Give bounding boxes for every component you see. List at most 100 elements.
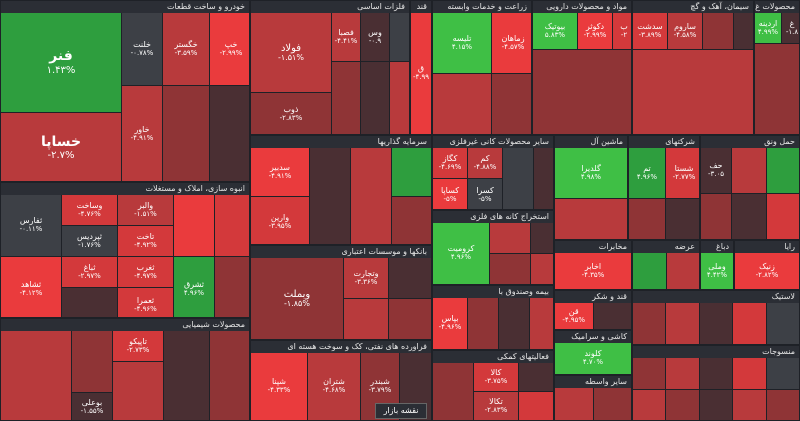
tile-inv-minor[interactable] [392, 148, 431, 196]
tile-bpas[interactable]: بپاس -۴.۹۶% [433, 298, 467, 349]
tile-tex-minor[interactable] [633, 389, 666, 420]
tile-khsapa[interactable]: خساپا -۲.۷% [1, 113, 121, 181]
tile-tex-minor[interactable] [733, 358, 766, 389]
tile-re-minor[interactable] [174, 195, 214, 256]
tile-khlnt[interactable]: خلنت -۰.۷۸% [122, 13, 162, 85]
tile-samra[interactable]: ثعمرا -۴.۹۶% [118, 288, 173, 317]
tile-sfars[interactable]: ثفارس -۰.۱۱% [1, 195, 61, 256]
map-button[interactable]: نقشه بازار [375, 403, 427, 419]
tile-kromit[interactable]: کرومیت ۴.۹۶% [433, 223, 489, 284]
tile-foolad[interactable]: فولاد -۱.۵۱% [251, 13, 331, 92]
tile-biotic[interactable]: بیوتیک ۵.۸۳% [533, 13, 577, 49]
tile-khp[interactable]: خپ -۲.۹۹% [210, 13, 249, 85]
tile-inv-minor[interactable] [310, 148, 350, 244]
tile-pharma-minor[interactable] [533, 50, 631, 134]
tile-mach-minor[interactable] [555, 199, 627, 239]
tile-b[interactable]: ب -۲ [613, 13, 631, 49]
tile-ssharq[interactable]: ثشرق ۴.۹۶% [174, 257, 214, 317]
tile-tex-minor[interactable] [766, 358, 799, 389]
tile-shepna[interactable]: شپنا -۴.۳۳% [251, 353, 307, 420]
tile-zinc[interactable]: زنیک -۲.۸۲% [735, 253, 799, 289]
tile-hold-minor[interactable] [629, 199, 665, 239]
tile-sshahed[interactable]: ثشاهد -۴.۱۲% [1, 257, 61, 317]
tile-q[interactable]: ق -۴.۹۹ [411, 13, 431, 134]
tile-tire-minor[interactable] [733, 303, 766, 344]
tile-vbmellat[interactable]: وبملت -۱.۸۵% [251, 258, 343, 339]
tile-cement-minor[interactable] [703, 13, 733, 49]
tile-kgaz[interactable]: کگاز -۴.۶۹% [433, 148, 467, 178]
tile-trans-minor[interactable] [701, 194, 731, 239]
tile-kala[interactable]: کالا -۳.۷۵% [474, 363, 518, 391]
tile-kam[interactable]: کم -۴.۸۸% [468, 148, 502, 178]
tile-tam[interactable]: تم ۴.۹۶% [629, 148, 665, 198]
tile-mine-minor[interactable] [490, 254, 530, 284]
tile-auto-minor[interactable] [163, 86, 209, 181]
tile-chem-minor[interactable] [164, 331, 209, 420]
tile-vas[interactable]: وس -۰.۹ [361, 13, 389, 61]
tile-cement-minor[interactable] [633, 50, 753, 134]
tile-min-minor[interactable] [534, 148, 553, 209]
tile-min-minor[interactable] [503, 148, 533, 209]
tile-metal-minor[interactable] [332, 62, 360, 134]
tile-valbor[interactable]: والبر -۱.۵۱% [118, 195, 173, 225]
tile-shetran[interactable]: شتران -۴.۶۸% [308, 353, 360, 420]
tile-metal-minor[interactable] [390, 13, 409, 61]
tile-tkala[interactable]: تکالا -۲.۸۳% [474, 392, 518, 420]
tile-ksapa[interactable]: کساپا -۵% [433, 179, 467, 209]
tile-metal-minor[interactable] [361, 62, 389, 134]
tile-metal-minor[interactable] [390, 62, 409, 134]
tile-chem-minor[interactable] [1, 331, 71, 420]
tile-agri-minor[interactable] [433, 74, 491, 134]
tile-supply-minor[interactable] [633, 253, 666, 289]
tile-fanar[interactable]: فنر ۱.۴۳% [1, 13, 121, 112]
tile-mine-minor[interactable] [531, 223, 553, 253]
tile-telise[interactable]: تلیسه ۴.۱۵% [433, 13, 491, 73]
tile-varin[interactable]: وارین -۳.۹۵% [251, 197, 309, 244]
tile-re-minor[interactable] [62, 288, 117, 317]
tile-akhaber[interactable]: اخابر -۴.۳۵% [555, 253, 631, 289]
tile-mine-minor[interactable] [531, 254, 553, 284]
tile-sbagh[interactable]: ثباغ -۲.۹۷% [62, 257, 117, 287]
tile-tex-minor[interactable] [699, 389, 733, 420]
tile-chem-minor[interactable] [113, 362, 163, 420]
tile-agri-minor[interactable] [492, 74, 531, 134]
tile-chem-minor[interactable] [72, 331, 112, 392]
tile-sugar-minor[interactable] [593, 303, 631, 329]
tile-oi-minor[interactable] [593, 388, 631, 420]
tile-chem-minor[interactable] [210, 331, 249, 420]
tile-takht[interactable]: تاخت -۴.۹۲% [118, 226, 173, 256]
tile-tex-minor[interactable] [666, 358, 699, 389]
tile-sup-minor[interactable] [433, 363, 473, 420]
tile-trans-minor[interactable] [767, 148, 799, 193]
tile-tex-minor[interactable] [666, 389, 699, 420]
tile-sadbir[interactable]: سدبیر -۴.۹۱% [251, 148, 309, 196]
tile-tex-minor[interactable] [766, 389, 799, 420]
tile-bank-minor[interactable] [344, 299, 388, 339]
tile-sdasht[interactable]: سدشت -۳.۸۹% [633, 13, 667, 49]
tile-inv-minor[interactable] [351, 148, 391, 244]
tile-goldira[interactable]: گلدیرا ۴.۹۸% [555, 148, 627, 198]
tile-ins-minor[interactable] [530, 298, 553, 349]
tile-trans-minor[interactable] [732, 194, 766, 239]
tile-ins-minor[interactable] [468, 298, 498, 349]
tile-khavar[interactable]: خاور -۴.۹۱% [122, 86, 162, 181]
tile-vmelli[interactable]: وملی ۴.۴۲% [701, 253, 733, 289]
tile-tire-minor[interactable] [699, 303, 733, 344]
tile-bank-minor[interactable] [389, 258, 431, 298]
tile-dkosar[interactable]: دکوثر -۲.۹۹% [578, 13, 612, 49]
tile-sup-minor[interactable] [519, 363, 553, 391]
tile-ins-minor[interactable] [499, 298, 529, 349]
tile-vtejarat[interactable]: وتجارت -۳.۳۶% [344, 258, 388, 298]
tile-sarom[interactable]: ساروم -۴.۵۸% [668, 13, 702, 49]
tile-tex-minor[interactable] [733, 389, 766, 420]
tile-supply-minor[interactable] [666, 253, 699, 289]
tile-hef[interactable]: حف -۳.۰۵ [701, 148, 731, 193]
tile-inv-minor[interactable] [392, 197, 431, 244]
tile-mine-minor[interactable] [490, 223, 530, 253]
tile-gh[interactable]: غ -۱.۸ [782, 13, 799, 43]
tile-sgharb[interactable]: ثغرب -۴.۹۷% [118, 257, 173, 287]
tile-zob[interactable]: ذوب -۲.۸۳% [251, 93, 331, 134]
tile-khgostar[interactable]: خگستر -۳.۵۹% [163, 13, 209, 85]
tile-trans-minor[interactable] [732, 148, 766, 193]
tile-tapiko[interactable]: تاپیکو -۲.۷۳% [113, 331, 163, 361]
